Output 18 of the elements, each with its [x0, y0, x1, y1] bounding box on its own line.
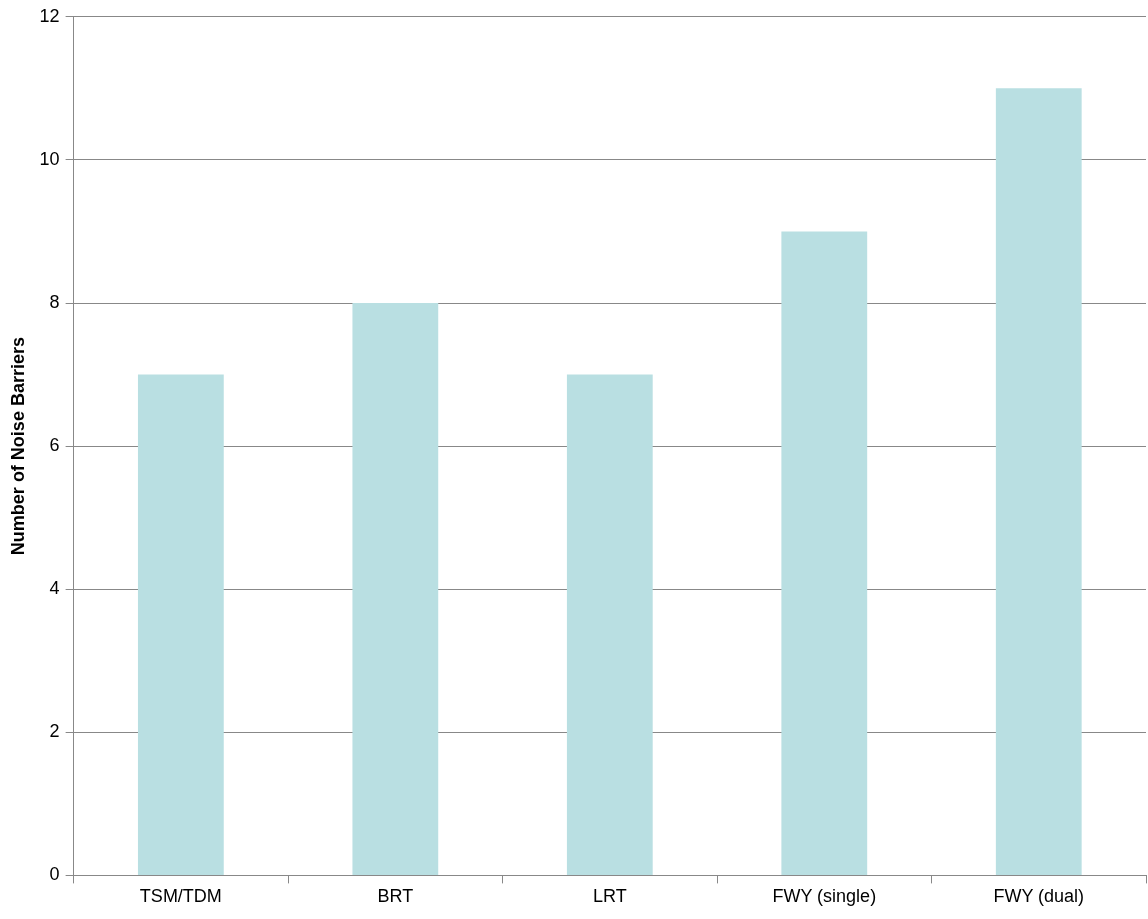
y-tick-label: 6 [49, 435, 60, 456]
y-tick-label: 10 [39, 148, 60, 169]
y-tick-label: 12 [39, 5, 60, 26]
y-tick-label: 0 [49, 864, 60, 885]
x-tick-label: FWY (dual) [993, 886, 1085, 907]
y-axis-title: Number of Noise Barriers [7, 337, 28, 556]
y-tick-label: 4 [49, 578, 60, 599]
x-tick-label: TSM/TDM [139, 886, 222, 907]
x-tick-label: BRT [377, 886, 414, 907]
x-tick-label: LRT [592, 886, 627, 907]
bar [781, 231, 868, 875]
y-tick-label: 8 [49, 291, 60, 312]
bar [566, 374, 653, 875]
bar [352, 303, 439, 875]
x-tick-label: FWY (single) [772, 886, 877, 907]
bar [995, 88, 1082, 875]
bar [137, 374, 224, 875]
y-tick-label: 2 [49, 721, 60, 742]
